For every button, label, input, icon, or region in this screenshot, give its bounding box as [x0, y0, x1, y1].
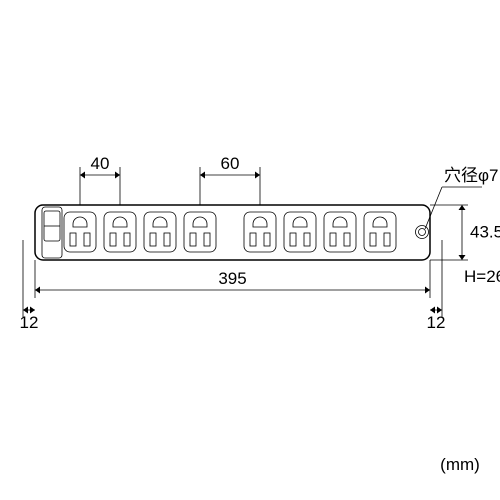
dim-12r: 12 — [427, 313, 446, 332]
mounting-hole — [419, 229, 426, 236]
outlet — [104, 212, 136, 252]
outlet — [364, 212, 396, 252]
dim-depth: H=26 — [464, 267, 500, 286]
outlet — [244, 212, 276, 252]
dim-40: 40 — [91, 154, 110, 173]
unit-label: (mm) — [440, 455, 480, 474]
outlet — [144, 212, 176, 252]
switch-housing — [42, 207, 62, 258]
dim-60: 60 — [221, 154, 240, 173]
dim-12l: 12 — [20, 313, 39, 332]
dim-395: 395 — [218, 269, 246, 288]
outlet — [184, 212, 216, 252]
power-strip-diagram: 40 60 395 12 12 穴径φ7 43.5 H=26 (mm) — [0, 0, 500, 500]
outlet — [284, 212, 316, 252]
outlet — [324, 212, 356, 252]
outlet — [64, 212, 96, 252]
dim-h: 43.5 — [470, 223, 500, 242]
dim-hole: 穴径φ7 — [444, 166, 498, 185]
